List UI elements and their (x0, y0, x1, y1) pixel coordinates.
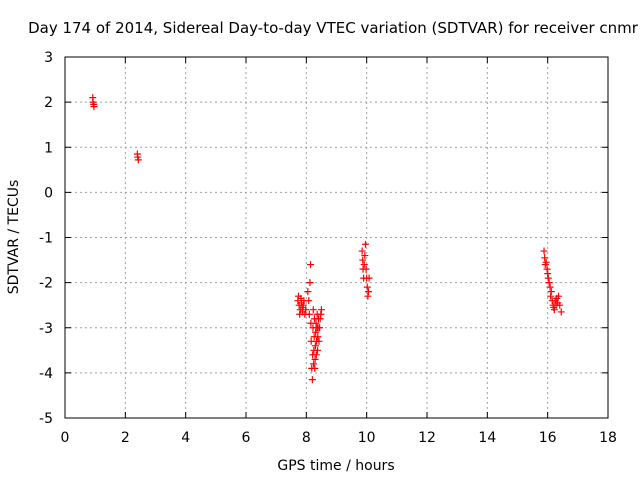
grid (65, 57, 608, 418)
data-point (545, 279, 553, 287)
data-point (362, 265, 370, 273)
x-tick-label: 8 (302, 430, 311, 446)
data-point (555, 292, 563, 300)
data-point (540, 247, 548, 255)
data-point (556, 301, 564, 309)
x-tick-label: 18 (599, 430, 617, 446)
chart-title: Day 174 of 2014, Sidereal Day-to-day VTE… (28, 19, 639, 37)
y-tick-label: 0 (44, 185, 53, 201)
data-point (364, 288, 372, 296)
data-point (310, 360, 318, 368)
data-point (547, 288, 555, 296)
data-point (316, 324, 324, 332)
data-point (304, 288, 312, 296)
data-points (89, 94, 565, 384)
data-point (302, 306, 310, 314)
data-point (312, 319, 320, 327)
data-point (90, 103, 98, 111)
data-point (306, 279, 314, 287)
data-point (305, 310, 313, 318)
data-point (313, 346, 321, 354)
data-point (546, 283, 554, 291)
data-point (360, 261, 368, 269)
y-tick-label: -3 (39, 321, 53, 337)
data-point (314, 333, 322, 341)
x-tick-label: 2 (121, 430, 130, 446)
data-point (364, 292, 372, 300)
data-point (308, 376, 316, 384)
data-point (317, 310, 325, 318)
data-point (542, 258, 550, 266)
data-point (358, 247, 366, 255)
data-point (544, 270, 552, 278)
data-point (317, 306, 325, 314)
y-tick-label: -5 (39, 411, 53, 427)
x-tick-label: 14 (478, 430, 496, 446)
data-point (311, 355, 319, 363)
x-tick-label: 16 (539, 430, 557, 446)
data-point (541, 254, 549, 262)
data-point (547, 292, 555, 300)
y-tick-label: -4 (39, 366, 53, 382)
data-point (312, 351, 320, 359)
data-point (361, 240, 369, 248)
data-point (299, 301, 307, 309)
data-point (315, 337, 323, 345)
y-tick-label: 3 (44, 50, 53, 66)
data-point (305, 297, 313, 305)
data-point (365, 274, 373, 282)
y-tick-label: -1 (39, 231, 53, 247)
data-point (312, 328, 320, 336)
data-point (550, 306, 558, 314)
data-point (311, 342, 319, 350)
data-point (557, 308, 565, 316)
data-point (134, 156, 142, 164)
data-point (311, 364, 319, 372)
x-axis-label: GPS time / hours (277, 458, 394, 474)
x-tick-label: 10 (358, 430, 376, 446)
x-tick-label: 0 (61, 430, 70, 446)
data-point (307, 261, 315, 269)
data-point (543, 265, 551, 273)
y-tick-label: 2 (44, 95, 53, 111)
data-point (361, 252, 369, 260)
data-point (309, 306, 317, 314)
data-point (544, 274, 552, 282)
x-tick-label: 4 (181, 430, 190, 446)
y-tick-label: -2 (39, 276, 53, 292)
data-point (316, 315, 324, 323)
x-tick-label: 6 (242, 430, 251, 446)
y-axis-label: SDTVAR / TECUs (6, 180, 22, 295)
x-tick-label: 12 (418, 430, 436, 446)
data-point (363, 283, 371, 291)
y-tick-label: 1 (44, 140, 53, 156)
data-point (359, 256, 367, 264)
